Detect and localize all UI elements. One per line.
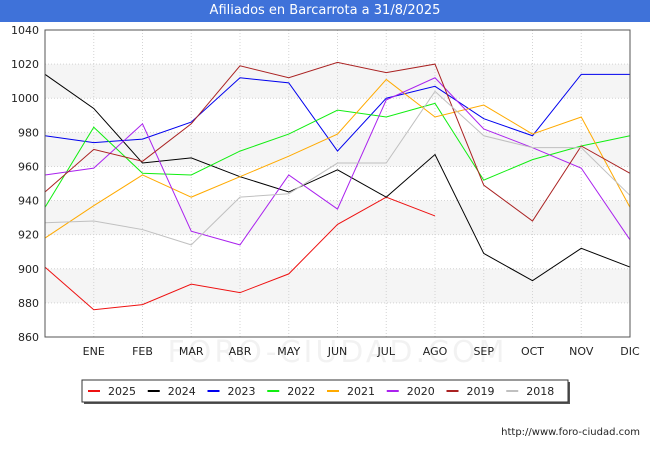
series-layer [44,61,631,311]
legend-label-2021: 2021 [347,385,375,398]
watermark: FORO-CIUDAD.COM [168,335,508,370]
series-line-2021 [44,78,631,239]
legend: 2025 2024 2023 2022 2021 2020 2019 2018 [81,379,570,404]
legend-box [81,379,569,403]
footer-url[interactable]: http://www.foro-ciudad.com [501,427,640,438]
plot-band [45,30,630,65]
y-tick-label: 1040 [11,24,39,37]
y-tick-label: 940 [18,195,39,208]
x-tick-label: ABR [229,345,252,358]
series-line-2019 [44,61,631,222]
x-tick-label: JUL [377,345,396,358]
x-tick-label: ENE [83,345,105,358]
x-tick-label: DIC [620,345,640,358]
y-tick-label: 1020 [11,58,39,71]
series-line-2018 [44,90,631,246]
x-tick-label: MAR [179,345,204,358]
series-line-2022 [44,102,631,208]
plot-band [45,132,630,167]
x-tick-label: SEP [473,345,494,358]
series-line-2025 [44,196,436,311]
x-tick-label: FEB [132,345,153,358]
legend-label-2018: 2018 [526,385,554,398]
plot-band [45,234,630,269]
x-tick-labels: ENE FEB MAR ABR MAY JUN JUL AGO SEP OCT NOV DIC [83,345,640,358]
plot-band [45,302,630,337]
legend-label-2024: 2024 [168,385,196,398]
axes [44,29,631,338]
chart-title: Afiliados en Barcarrota a 31/8/2025 [0,0,650,22]
series-line-2023 [44,73,630,152]
y-tick-label: 860 [18,331,39,344]
plot-frame [44,29,631,338]
y-tick-label: 960 [18,160,39,173]
y-tick-label: 980 [18,126,39,139]
y-tick-label: 880 [18,297,39,310]
x-tick-label: JUN [327,345,348,358]
legend-label-2025: 2025 [108,385,136,398]
y-tick-labels: 860 880 900 920 940 960 980 1000 1020 1040 [11,24,39,344]
x-tick-label: NOV [569,345,594,358]
series-line-2024 [44,73,631,282]
x-tick-label: MAY [277,345,300,358]
legend-label-2023: 2023 [228,385,256,398]
x-tick-label: AGO [423,345,448,358]
legend-label-2022: 2022 [287,385,315,398]
legend-label-2020: 2020 [407,385,435,398]
legend-label-2019: 2019 [467,385,495,398]
plot-band [45,98,630,133]
x-tick-label: OCT [521,345,544,358]
y-tick-label: 900 [18,263,39,276]
y-tick-label: 1000 [11,92,39,105]
y-tick-label: 920 [18,229,39,242]
